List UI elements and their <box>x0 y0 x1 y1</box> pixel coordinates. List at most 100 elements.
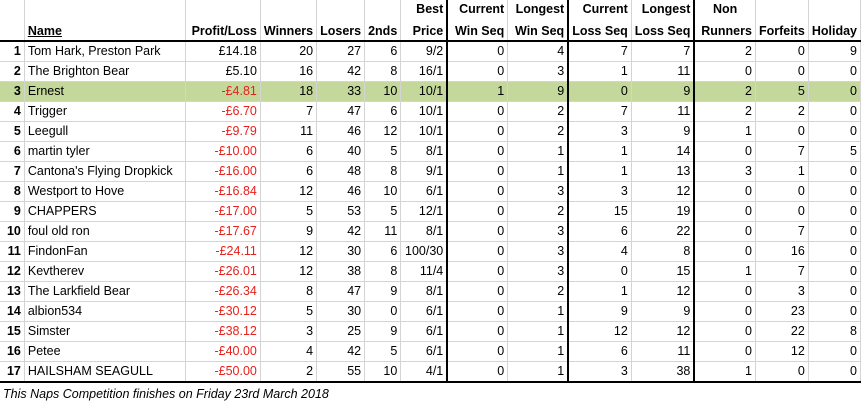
table-row[interactable]: 8 Westport to Hove -£16.84 12 46 10 6/1 0 3 3 12 0 0… <box>0 181 861 202</box>
cell-name[interactable]: The Larkfield Bear <box>24 281 187 302</box>
cell-forfeits[interactable]: 2 <box>755 101 809 122</box>
cell-current-loss-seq[interactable]: 0 <box>568 81 632 102</box>
cell-profit-loss[interactable]: -£16.00 <box>185 161 261 182</box>
cell-rank[interactable]: 10 <box>0 221 25 242</box>
cell-losers[interactable]: 38 <box>316 261 366 282</box>
cell-holiday[interactable]: 0 <box>808 221 861 242</box>
cell-rank[interactable]: 17 <box>0 361 25 383</box>
cell-current-loss-seq[interactable]: 0 <box>568 261 632 282</box>
cell-seconds[interactable]: 5 <box>364 341 402 362</box>
cell-longest-win-seq[interactable]: 3 <box>507 241 570 262</box>
cell-forfeits[interactable]: 0 <box>755 121 809 142</box>
table-row[interactable]: 3 Ernest -£4.81 18 33 10 10/1 1 9 0 9 2 5 0 <box>0 81 861 102</box>
cell-current-win-seq[interactable]: 0 <box>447 321 509 342</box>
cell-longest-loss-seq[interactable]: 19 <box>631 201 696 222</box>
table-row[interactable]: 11 FindonFan -£24.11 12 30 6 100/30 0 3 4 8 0 16 0 <box>0 241 861 262</box>
cell-forfeits[interactable]: 12 <box>755 341 809 362</box>
cell-longest-win-seq[interactable]: 3 <box>507 221 570 242</box>
cell-current-win-seq[interactable]: 0 <box>447 301 509 322</box>
cell-non-runners[interactable]: 1 <box>694 361 756 383</box>
cell-best-price[interactable]: 100/30 <box>400 241 449 262</box>
cell-profit-loss[interactable]: -£4.81 <box>185 81 261 102</box>
cell-winners[interactable]: 6 <box>260 141 318 162</box>
cell-rank[interactable]: 9 <box>0 201 25 222</box>
cell-winners[interactable]: 11 <box>260 121 318 142</box>
cell-current-loss-seq[interactable]: 1 <box>568 281 632 302</box>
cell-profit-loss[interactable]: -£17.00 <box>185 201 261 222</box>
cell-holiday[interactable]: 0 <box>808 121 861 142</box>
cell-best-price[interactable]: 6/1 <box>400 181 449 202</box>
table-row[interactable]: 9 CHAPPERS -£17.00 5 53 5 12/1 0 2 15 19 0 0 0 <box>0 201 861 222</box>
cell-rank[interactable]: 1 <box>0 41 25 62</box>
cell-current-loss-seq[interactable]: 4 <box>568 241 632 262</box>
cell-longest-loss-seq[interactable]: 8 <box>631 241 696 262</box>
table-row[interactable]: 16 Petee -£40.00 4 42 5 6/1 0 1 6 11 0 12 0 <box>0 341 861 362</box>
cell-winners[interactable]: 12 <box>260 261 318 282</box>
cell-non-runners[interactable]: 0 <box>694 321 756 342</box>
cell-forfeits[interactable]: 0 <box>755 181 809 202</box>
cell-longest-win-seq[interactable]: 1 <box>507 161 570 182</box>
cell-longest-win-seq[interactable]: 1 <box>507 301 570 322</box>
cell-winners[interactable]: 12 <box>260 241 318 262</box>
cell-losers[interactable]: 47 <box>316 281 366 302</box>
cell-holiday[interactable]: 0 <box>808 361 861 383</box>
cell-holiday[interactable]: 0 <box>808 161 861 182</box>
cell-profit-loss[interactable]: -£26.34 <box>185 281 261 302</box>
cell-seconds[interactable]: 10 <box>364 81 402 102</box>
cell-non-runners[interactable]: 0 <box>694 181 756 202</box>
cell-rank[interactable]: 6 <box>0 141 25 162</box>
cell-seconds[interactable]: 8 <box>364 61 402 82</box>
cell-name[interactable]: martin tyler <box>24 141 187 162</box>
cell-winners[interactable]: 9 <box>260 221 318 242</box>
cell-seconds[interactable]: 11 <box>364 221 402 242</box>
cell-holiday[interactable]: 0 <box>808 241 861 262</box>
cell-rank[interactable]: 8 <box>0 181 25 202</box>
cell-name[interactable]: Tom Hark, Preston Park <box>24 41 187 62</box>
cell-rank[interactable]: 7 <box>0 161 25 182</box>
cell-current-win-seq[interactable]: 0 <box>447 241 509 262</box>
cell-losers[interactable]: 48 <box>316 161 366 182</box>
cell-winners[interactable]: 12 <box>260 181 318 202</box>
cell-name[interactable]: Kevtherev <box>24 261 187 282</box>
cell-forfeits[interactable]: 5 <box>755 81 809 102</box>
table-row[interactable]: 15 Simster -£38.12 3 25 9 6/1 0 1 12 12 0 22 8 <box>0 321 861 342</box>
cell-winners[interactable]: 2 <box>260 361 318 383</box>
cell-winners[interactable]: 7 <box>260 101 318 122</box>
cell-losers[interactable]: 46 <box>316 121 366 142</box>
cell-non-runners[interactable]: 0 <box>694 141 756 162</box>
cell-non-runners[interactable]: 0 <box>694 301 756 322</box>
cell-current-win-seq[interactable]: 1 <box>447 81 509 102</box>
cell-current-loss-seq[interactable]: 6 <box>568 221 632 242</box>
cell-best-price[interactable]: 11/4 <box>400 261 449 282</box>
cell-forfeits[interactable]: 16 <box>755 241 809 262</box>
cell-forfeits[interactable]: 0 <box>755 361 809 383</box>
cell-name[interactable]: CHAPPERS <box>24 201 187 222</box>
cell-forfeits[interactable]: 3 <box>755 281 809 302</box>
cell-profit-loss[interactable]: -£26.01 <box>185 261 261 282</box>
cell-seconds[interactable]: 5 <box>364 141 402 162</box>
cell-seconds[interactable]: 6 <box>364 41 402 62</box>
cell-best-price[interactable]: 6/1 <box>400 341 449 362</box>
cell-non-runners[interactable]: 0 <box>694 241 756 262</box>
cell-seconds[interactable]: 6 <box>364 241 402 262</box>
cell-winners[interactable]: 20 <box>260 41 318 62</box>
cell-longest-loss-seq[interactable]: 38 <box>631 361 696 383</box>
cell-seconds[interactable]: 12 <box>364 121 402 142</box>
table-row[interactable]: 14 albion534 -£30.12 5 30 0 6/1 0 1 9 9 0 23 0 <box>0 301 861 322</box>
cell-current-win-seq[interactable]: 0 <box>447 181 509 202</box>
cell-best-price[interactable]: 10/1 <box>400 81 449 102</box>
cell-longest-win-seq[interactable]: 1 <box>507 141 570 162</box>
cell-winners[interactable]: 4 <box>260 341 318 362</box>
cell-winners[interactable]: 3 <box>260 321 318 342</box>
cell-best-price[interactable]: 8/1 <box>400 221 449 242</box>
cell-best-price[interactable]: 10/1 <box>400 101 449 122</box>
cell-rank[interactable]: 5 <box>0 121 25 142</box>
cell-winners[interactable]: 16 <box>260 61 318 82</box>
cell-current-win-seq[interactable]: 0 <box>447 101 509 122</box>
cell-longest-win-seq[interactable]: 2 <box>507 121 570 142</box>
cell-name[interactable]: FindonFan <box>24 241 187 262</box>
cell-seconds[interactable]: 9 <box>364 281 402 302</box>
cell-best-price[interactable]: 9/1 <box>400 161 449 182</box>
cell-name[interactable]: foul old ron <box>24 221 187 242</box>
table-row[interactable]: 4 Trigger -£6.70 7 47 6 10/1 0 2 7 11 2 2 0 <box>0 101 861 122</box>
